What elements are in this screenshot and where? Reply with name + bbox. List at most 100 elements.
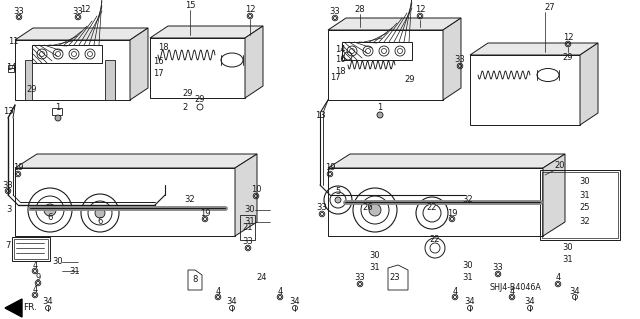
- Text: 6: 6: [47, 213, 52, 222]
- Text: 20: 20: [555, 160, 565, 169]
- Text: 30: 30: [580, 177, 590, 187]
- Text: 9: 9: [35, 273, 40, 283]
- Text: 32: 32: [185, 196, 195, 204]
- Text: 27: 27: [545, 4, 556, 12]
- Text: 1: 1: [56, 103, 61, 113]
- Text: 29: 29: [183, 88, 193, 98]
- Polygon shape: [105, 60, 115, 100]
- Text: 26: 26: [363, 204, 373, 212]
- Text: 3: 3: [6, 205, 12, 214]
- Bar: [14, 239, 48, 259]
- Text: 30: 30: [370, 250, 380, 259]
- Text: 30: 30: [463, 261, 474, 270]
- Text: 34: 34: [290, 298, 300, 307]
- Text: 28: 28: [355, 5, 365, 14]
- Text: 4: 4: [277, 286, 283, 295]
- Text: 12: 12: [415, 5, 425, 14]
- Text: SHJ4-B4046A: SHJ4-B4046A: [490, 283, 542, 292]
- Polygon shape: [25, 60, 32, 100]
- Text: 7: 7: [5, 241, 11, 249]
- Text: FR.: FR.: [23, 303, 37, 313]
- Text: 1: 1: [378, 103, 383, 113]
- Text: 4: 4: [33, 261, 38, 270]
- Text: 14: 14: [335, 46, 345, 55]
- Polygon shape: [130, 28, 148, 100]
- Text: 4: 4: [33, 286, 38, 294]
- Text: 25: 25: [580, 204, 590, 212]
- Text: 16: 16: [153, 57, 163, 66]
- Text: 34: 34: [43, 298, 53, 307]
- Circle shape: [55, 115, 61, 121]
- Text: 34: 34: [465, 298, 476, 307]
- Text: 29: 29: [195, 95, 205, 105]
- Polygon shape: [580, 43, 598, 125]
- Text: 30: 30: [563, 243, 573, 253]
- Text: 33: 33: [493, 263, 504, 272]
- Text: 11: 11: [8, 38, 19, 47]
- Text: 33: 33: [243, 238, 253, 247]
- Text: 18: 18: [335, 68, 346, 77]
- Text: 33: 33: [3, 181, 13, 189]
- Text: 31: 31: [244, 218, 255, 226]
- Text: 32: 32: [463, 196, 474, 204]
- Text: 10: 10: [251, 186, 261, 195]
- Bar: [542, 172, 618, 238]
- Text: 4: 4: [509, 286, 515, 295]
- Text: 33: 33: [355, 273, 365, 283]
- Polygon shape: [470, 43, 598, 55]
- Polygon shape: [543, 154, 565, 236]
- Circle shape: [335, 197, 341, 203]
- Circle shape: [377, 112, 383, 118]
- Bar: [12, 237, 50, 261]
- Text: 33: 33: [454, 56, 465, 64]
- Text: 29: 29: [404, 76, 415, 85]
- Polygon shape: [150, 26, 263, 38]
- Text: 30: 30: [52, 257, 63, 266]
- Text: 33: 33: [317, 204, 328, 212]
- Circle shape: [95, 208, 105, 218]
- Text: 21: 21: [243, 224, 253, 233]
- Circle shape: [369, 204, 381, 216]
- Text: 19: 19: [200, 209, 211, 218]
- Text: 23: 23: [390, 273, 400, 283]
- Text: 31: 31: [463, 272, 474, 281]
- Text: 31: 31: [370, 263, 380, 271]
- Text: 6: 6: [97, 217, 102, 226]
- Text: 22: 22: [427, 204, 437, 212]
- Polygon shape: [328, 154, 565, 168]
- Text: 33: 33: [72, 8, 83, 17]
- Text: 16: 16: [335, 56, 346, 64]
- Text: 29: 29: [27, 85, 37, 94]
- Polygon shape: [443, 18, 461, 100]
- Text: 8: 8: [192, 276, 198, 285]
- Text: 12: 12: [80, 5, 90, 14]
- Text: 14: 14: [6, 63, 16, 72]
- Text: 24: 24: [257, 273, 268, 283]
- Bar: [540, 170, 620, 240]
- Text: 19: 19: [13, 164, 23, 173]
- Text: 4: 4: [556, 273, 561, 283]
- Text: 29: 29: [563, 54, 573, 63]
- Text: 32: 32: [580, 217, 590, 226]
- Text: 19: 19: [324, 164, 335, 173]
- Polygon shape: [15, 28, 148, 40]
- Polygon shape: [328, 18, 461, 30]
- Polygon shape: [245, 26, 263, 98]
- Text: 15: 15: [185, 2, 195, 11]
- Text: 4: 4: [216, 286, 221, 295]
- Text: 5: 5: [335, 188, 340, 197]
- Text: 2: 2: [182, 103, 188, 113]
- Text: 17: 17: [153, 70, 163, 78]
- Text: 33: 33: [330, 8, 340, 17]
- Text: 34: 34: [227, 298, 237, 307]
- Text: 33: 33: [13, 8, 24, 17]
- Text: 4: 4: [452, 286, 458, 295]
- Text: 12: 12: [244, 5, 255, 14]
- Text: 22: 22: [429, 235, 440, 244]
- Polygon shape: [15, 154, 257, 168]
- Text: 31: 31: [563, 256, 573, 264]
- Text: 34: 34: [570, 286, 580, 295]
- Polygon shape: [5, 299, 22, 317]
- Text: 30: 30: [244, 205, 255, 214]
- Text: 17: 17: [330, 73, 340, 83]
